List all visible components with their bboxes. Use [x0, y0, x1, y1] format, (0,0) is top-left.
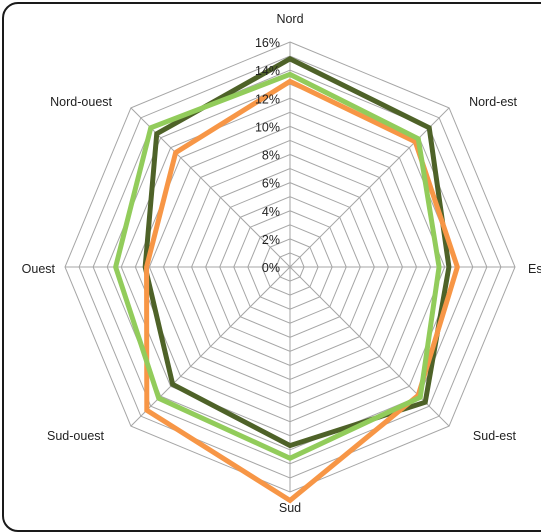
series-line-2 — [144, 78, 460, 504]
grid-spoke-1 — [289, 107, 450, 268]
radial-tick-label: 12% — [255, 92, 280, 106]
category-label-ouest: Ouest — [22, 262, 56, 276]
category-label-sud: Sud — [279, 501, 301, 515]
category-label-nord-ouest: Nord-ouest — [50, 95, 112, 109]
series-line-3 — [113, 71, 442, 462]
grid-spoke-3 — [289, 266, 450, 427]
radial-tick-label: 2% — [262, 233, 280, 247]
radial-tick-label: 0% — [262, 261, 280, 275]
radial-tick-label: 8% — [262, 149, 280, 163]
category-label-nord-est: Nord-est — [469, 95, 517, 109]
radial-tick-label: 6% — [262, 177, 280, 191]
category-label-sud-ouest: Sud-ouest — [47, 429, 105, 443]
radial-tick-label: 10% — [255, 120, 280, 134]
category-label-nord: Nord — [276, 12, 303, 26]
category-label-sud-est: Sud-est — [473, 429, 517, 443]
radial-tick-label: 4% — [262, 205, 280, 219]
radial-tick-label: 14% — [255, 64, 280, 78]
radar-chart: 0% 2% 4% 6% 8% 10% 12% 14% 16% Nord Nord-est Est Sud… — [22, 12, 541, 515]
radial-tick-label: 16% — [255, 36, 280, 50]
category-label-est: Est — [528, 262, 541, 276]
series-line-1 — [142, 56, 452, 449]
